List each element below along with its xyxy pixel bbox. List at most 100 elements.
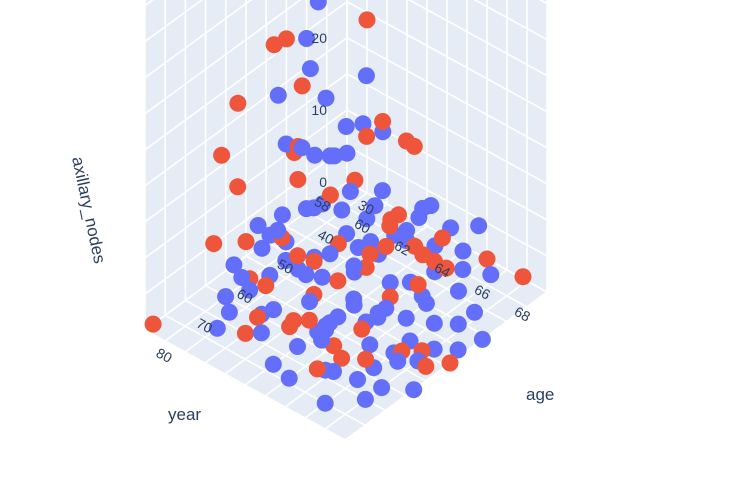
data-point-series-1 <box>208 319 226 337</box>
z-tick-label: 10 <box>311 102 327 118</box>
data-point-series-2 <box>409 276 427 294</box>
data-point-series-1 <box>389 352 407 370</box>
z-gridline <box>144 0 253 79</box>
data-point-series-1 <box>454 261 472 278</box>
data-point-series-2 <box>478 250 496 268</box>
data-point-series-1 <box>220 303 238 321</box>
data-point-series-1 <box>297 266 315 284</box>
data-point-series-1 <box>449 341 467 359</box>
data-point-series-2 <box>285 312 302 330</box>
year-gridline <box>164 192 368 342</box>
data-point-series-2 <box>329 272 347 290</box>
data-point-series-1 <box>233 269 251 286</box>
tick-labels: 30405060708058606264666801020304050 <box>154 30 534 367</box>
data-point-series-1 <box>225 256 243 274</box>
data-point-series-2 <box>406 237 424 255</box>
data-point-series-2 <box>213 146 231 164</box>
z-gridline <box>346 73 548 185</box>
data-point-series-1 <box>466 303 483 321</box>
z-gridline <box>144 0 302 115</box>
z-gridline <box>346 1 548 113</box>
y-axis-title: year <box>168 405 201 424</box>
data-point-series-2 <box>144 315 162 333</box>
data-point-series-1 <box>450 282 467 300</box>
data-point-series-1 <box>317 89 335 107</box>
data-point-series-2 <box>333 349 351 367</box>
z-gridline <box>346 37 548 149</box>
z-axis-title: axillary_nodes <box>68 155 109 265</box>
data-point-series-1 <box>293 139 311 157</box>
year-gridline <box>284 258 488 408</box>
data-point-series-1 <box>301 293 319 311</box>
data-point-series-1 <box>356 390 374 408</box>
data-point-series-1 <box>309 0 327 11</box>
data-point-series-1 <box>482 266 500 284</box>
data-point-series-2 <box>205 235 223 253</box>
z-gridline <box>144 145 348 295</box>
data-point-series-2 <box>417 357 435 375</box>
data-point-series-1 <box>398 222 416 239</box>
data-point-series-2 <box>321 186 339 204</box>
age-tick-label: 60 <box>234 285 255 307</box>
data-point-series-1 <box>313 268 331 286</box>
data-point-series-2 <box>357 258 375 276</box>
data-point-series-1 <box>414 199 432 217</box>
age-tick-label: 70 <box>194 315 215 337</box>
data-point-series-1 <box>252 324 270 342</box>
data-point-series-2 <box>358 127 376 145</box>
data-point-series-1 <box>321 147 339 165</box>
data-point-series-1 <box>313 331 331 349</box>
year-tick-label: 66 <box>472 281 493 303</box>
data-point-series-1 <box>273 206 291 224</box>
data-point-series-1 <box>316 394 334 412</box>
data-point-series-2 <box>374 113 392 130</box>
data-point-series-2 <box>353 320 371 338</box>
data-point-series-1 <box>373 379 391 397</box>
data-point-series-2 <box>265 36 283 54</box>
data-point-series-1 <box>366 197 384 215</box>
data-point-series-1 <box>345 257 363 275</box>
data-point-series-1 <box>253 239 271 257</box>
data-point-series-2 <box>441 354 459 372</box>
data-point-series-1 <box>454 242 472 260</box>
data-point-series-1 <box>377 299 395 317</box>
data-point-series-1 <box>321 245 339 263</box>
data-point-series-2 <box>237 233 255 251</box>
data-point-series-2 <box>381 217 399 235</box>
data-point-series-1 <box>301 60 319 78</box>
data-point-series-1 <box>470 217 488 235</box>
year-tick-label: 58 <box>312 193 333 215</box>
data-point-series-2 <box>405 137 423 155</box>
data-point-series-1 <box>357 67 375 85</box>
data-point-series-1 <box>289 338 306 355</box>
year-tick-label: 64 <box>432 259 453 281</box>
data-point-series-1 <box>473 330 491 348</box>
year-tick-label: 60 <box>352 215 373 237</box>
data-point-series-2 <box>514 268 532 286</box>
age-tick-label: 80 <box>154 345 175 367</box>
data-point-series-2 <box>300 311 318 329</box>
z-tick-label: 0 <box>319 174 327 190</box>
data-point-series-1 <box>280 369 298 387</box>
data-point-series-1 <box>265 301 282 319</box>
z-gridline <box>144 109 348 259</box>
data-point-series-2 <box>249 308 266 326</box>
data-point-series-1 <box>397 309 415 327</box>
z-tick-label: 20 <box>311 30 327 46</box>
data-point-series-1 <box>425 314 443 332</box>
data-point-series-1 <box>337 118 355 135</box>
data-point-series-1 <box>358 210 376 228</box>
data-point-series-2 <box>305 252 323 270</box>
data-point-series-1 <box>341 183 359 200</box>
data-point-series-2 <box>437 259 455 277</box>
z-gridline <box>144 0 204 43</box>
data-point-series-1 <box>241 281 259 299</box>
year-tick-label: 68 <box>512 303 533 325</box>
data-point-series-2 <box>229 178 247 196</box>
data-point-series-1 <box>449 315 467 333</box>
data-point-series-1 <box>217 288 235 306</box>
data-point-series-2 <box>289 171 307 188</box>
data-point-series-2 <box>361 245 379 263</box>
